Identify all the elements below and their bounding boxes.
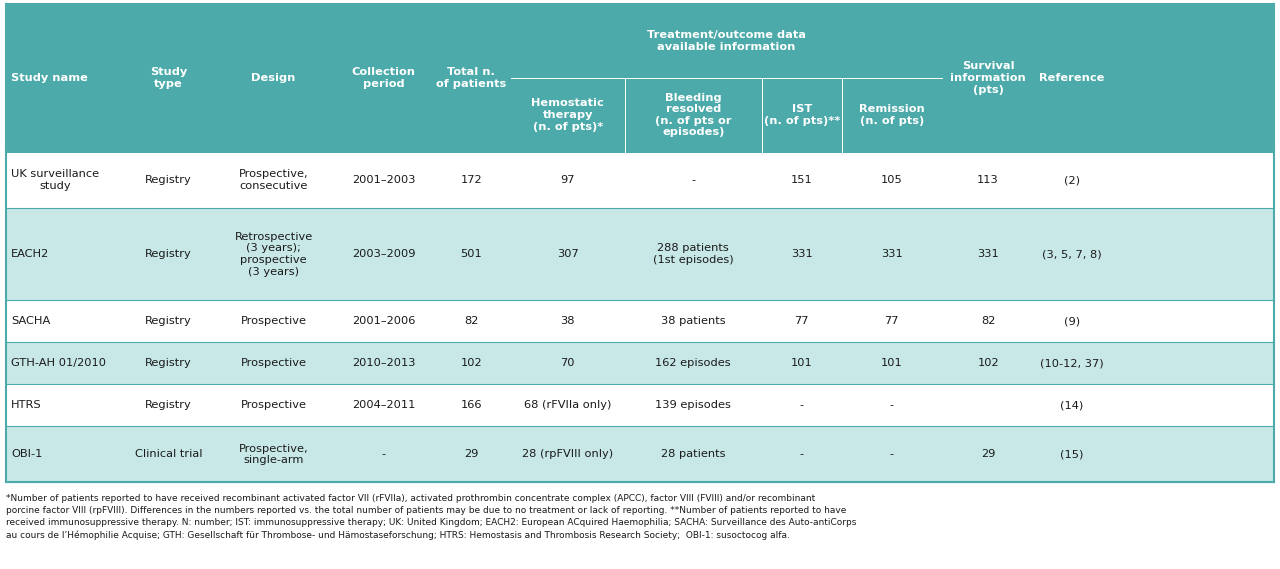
Text: Treatment/outcome data
available information: Treatment/outcome data available informa… bbox=[646, 30, 805, 52]
Text: 28 (rpFVIII only): 28 (rpFVIII only) bbox=[522, 450, 613, 459]
Text: Prospective: Prospective bbox=[241, 316, 306, 327]
Text: 331: 331 bbox=[977, 249, 998, 259]
Text: 151: 151 bbox=[791, 175, 813, 185]
Text: Study name: Study name bbox=[12, 73, 88, 83]
Text: EACH2: EACH2 bbox=[12, 249, 49, 259]
Text: 82: 82 bbox=[980, 316, 996, 327]
Text: Registry: Registry bbox=[145, 401, 192, 410]
Text: -: - bbox=[691, 175, 695, 185]
Text: 113: 113 bbox=[977, 175, 998, 185]
Text: SACHA: SACHA bbox=[12, 316, 50, 327]
Bar bbox=[6, 152, 1274, 208]
Text: Study
type: Study type bbox=[150, 67, 187, 89]
Text: Survival
information
(pts): Survival information (pts) bbox=[950, 61, 1027, 94]
Text: GTH-AH 01/2010: GTH-AH 01/2010 bbox=[12, 358, 106, 368]
Text: 331: 331 bbox=[791, 249, 813, 259]
Text: -: - bbox=[800, 450, 804, 459]
Text: 172: 172 bbox=[461, 175, 483, 185]
Text: (14): (14) bbox=[1060, 401, 1083, 410]
Text: 102: 102 bbox=[461, 358, 483, 368]
Text: Registry: Registry bbox=[145, 316, 192, 327]
Text: Retrospective
(3 years);
prospective
(3 years): Retrospective (3 years); prospective (3 … bbox=[234, 232, 312, 277]
Text: 166: 166 bbox=[461, 401, 483, 410]
Text: 29: 29 bbox=[465, 450, 479, 459]
Text: 162 episodes: 162 episodes bbox=[655, 358, 731, 368]
Text: Prospective,
single-arm: Prospective, single-arm bbox=[239, 444, 308, 465]
Text: 105: 105 bbox=[881, 175, 902, 185]
Text: -: - bbox=[800, 401, 804, 410]
Bar bbox=[6, 208, 1274, 300]
Text: 77: 77 bbox=[884, 316, 899, 327]
Text: 2010–2013: 2010–2013 bbox=[352, 358, 416, 368]
Text: 2004–2011: 2004–2011 bbox=[352, 401, 416, 410]
Text: (2): (2) bbox=[1064, 175, 1080, 185]
Bar bbox=[6, 4, 1274, 152]
Text: 331: 331 bbox=[881, 249, 902, 259]
Text: 70: 70 bbox=[561, 358, 575, 368]
Text: 77: 77 bbox=[795, 316, 809, 327]
Text: Reference: Reference bbox=[1039, 73, 1105, 83]
Text: 68 (rFVIIa only): 68 (rFVIIa only) bbox=[524, 401, 612, 410]
Text: 29: 29 bbox=[980, 450, 996, 459]
Bar bbox=[6, 343, 1274, 385]
Text: (9): (9) bbox=[1064, 316, 1080, 327]
Text: Prospective: Prospective bbox=[241, 358, 306, 368]
Text: 38: 38 bbox=[561, 316, 575, 327]
Text: -: - bbox=[890, 401, 893, 410]
Text: 97: 97 bbox=[561, 175, 575, 185]
Text: (10-12, 37): (10-12, 37) bbox=[1039, 358, 1103, 368]
Text: *Number of patients reported to have received recombinant activated factor VII (: *Number of patients reported to have rec… bbox=[6, 494, 856, 539]
Text: Registry: Registry bbox=[145, 249, 192, 259]
Text: Total n.
of patients: Total n. of patients bbox=[436, 67, 507, 89]
Text: -: - bbox=[381, 450, 387, 459]
Text: 28 patients: 28 patients bbox=[660, 450, 726, 459]
Text: Hemostatic
therapy
(n. of pts)*: Hemostatic therapy (n. of pts)* bbox=[531, 98, 604, 131]
Text: 38 patients: 38 patients bbox=[660, 316, 726, 327]
Text: Prospective,
consecutive: Prospective, consecutive bbox=[239, 169, 308, 191]
Text: -: - bbox=[890, 450, 893, 459]
Text: Remission
(n. of pts): Remission (n. of pts) bbox=[859, 104, 924, 126]
Text: Collection
period: Collection period bbox=[352, 67, 416, 89]
Text: Registry: Registry bbox=[145, 358, 192, 368]
Text: 2001–2006: 2001–2006 bbox=[352, 316, 416, 327]
Text: Registry: Registry bbox=[145, 175, 192, 185]
Text: UK surveillance
study: UK surveillance study bbox=[12, 169, 99, 191]
Text: OBI-1: OBI-1 bbox=[12, 450, 42, 459]
Text: Clinical trial: Clinical trial bbox=[134, 450, 202, 459]
Text: 288 patients
(1st episodes): 288 patients (1st episodes) bbox=[653, 244, 733, 265]
Text: Bleeding
resolved
(n. of pts or
episodes): Bleeding resolved (n. of pts or episodes… bbox=[655, 93, 731, 137]
Text: (15): (15) bbox=[1060, 450, 1083, 459]
Text: Prospective: Prospective bbox=[241, 401, 306, 410]
Text: 102: 102 bbox=[977, 358, 998, 368]
Text: 101: 101 bbox=[881, 358, 902, 368]
Text: 501: 501 bbox=[461, 249, 483, 259]
Bar bbox=[6, 426, 1274, 483]
Text: IST
(n. of pts)**: IST (n. of pts)** bbox=[764, 104, 840, 126]
Text: Design: Design bbox=[251, 73, 296, 83]
Text: 101: 101 bbox=[791, 358, 813, 368]
Bar bbox=[6, 4, 1274, 483]
Text: (3, 5, 7, 8): (3, 5, 7, 8) bbox=[1042, 249, 1102, 259]
Bar bbox=[6, 300, 1274, 343]
Text: 139 episodes: 139 episodes bbox=[655, 401, 731, 410]
Text: 2001–2003: 2001–2003 bbox=[352, 175, 416, 185]
Text: 307: 307 bbox=[557, 249, 579, 259]
Text: 2003–2009: 2003–2009 bbox=[352, 249, 416, 259]
Text: HTRS: HTRS bbox=[12, 401, 42, 410]
Bar bbox=[6, 385, 1274, 426]
Text: 82: 82 bbox=[465, 316, 479, 327]
